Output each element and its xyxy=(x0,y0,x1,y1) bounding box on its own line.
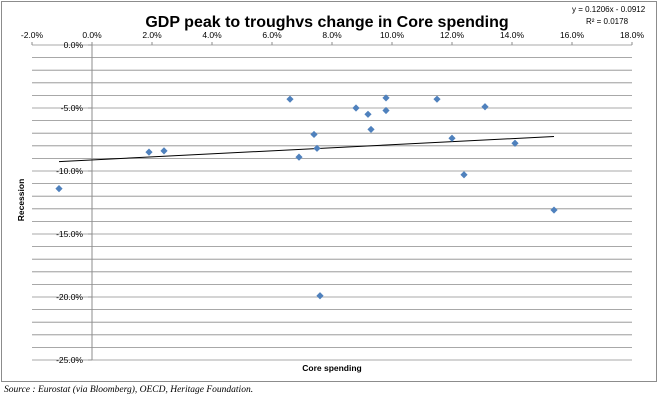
data-point xyxy=(295,153,303,161)
x-tick-label: 0.0% xyxy=(82,30,102,40)
x-tick-label: 12.0% xyxy=(440,30,465,40)
data-point xyxy=(382,106,390,115)
x-tick-label: 2.0% xyxy=(142,30,162,40)
x-tick-label: 16.0% xyxy=(560,30,585,40)
x-tick-label: 4.0% xyxy=(202,30,222,40)
x-tick-label: 6.0% xyxy=(262,30,282,40)
x-tick-label: 14.0% xyxy=(500,30,525,40)
tick-labels: -2.0% 0.0% 2.0% 4.0% 6.0% 8.0% 10.0% 12.0% 14.0%… xyxy=(21,30,645,365)
chart-title: GDP peak to troughvs change in Core spen… xyxy=(145,14,508,31)
y-tick-label: -20.0% xyxy=(56,292,83,302)
data-point xyxy=(55,185,63,193)
data-point xyxy=(382,94,390,102)
y-tick-label: -5.0% xyxy=(61,103,84,113)
data-point xyxy=(460,171,468,179)
gridlines xyxy=(32,44,632,361)
data-point xyxy=(364,110,372,118)
scatter-chart: GDP peak to troughvs change in Core spen… xyxy=(16,5,646,373)
data-point xyxy=(511,139,519,147)
source-note: Source : Eurostat (via Bloomberg), OECD,… xyxy=(4,385,254,395)
y-tick-label: -25.0% xyxy=(56,355,83,365)
data-point xyxy=(310,130,318,139)
data-point xyxy=(160,147,168,155)
trendline-layer xyxy=(58,136,555,163)
y-tick-label: 0.0% xyxy=(64,40,84,50)
trendline-r-squared: R² = 0.0178 xyxy=(586,17,629,26)
trendline-equation: y = 0.1206x - 0.0912 xyxy=(572,5,646,14)
data-point xyxy=(352,104,360,112)
x-axis-title: Core spending xyxy=(302,363,362,373)
trendline xyxy=(58,136,555,163)
data-point xyxy=(145,148,153,156)
data-point xyxy=(550,206,558,214)
y-tick-label: -15.0% xyxy=(56,229,83,239)
x-tick-label: 10.0% xyxy=(380,30,405,40)
chart-frame: GDP peak to troughvs change in Core spen… xyxy=(1,1,657,382)
y-axis-title: Recession xyxy=(16,179,26,222)
y-tick-label: -10.0% xyxy=(56,166,83,176)
x-tick-label: -2.0% xyxy=(21,30,44,40)
data-point xyxy=(481,103,489,111)
data-point xyxy=(448,134,456,142)
data-point xyxy=(313,144,321,152)
x-tick-label: 8.0% xyxy=(322,30,342,40)
data-points xyxy=(55,94,558,300)
data-point xyxy=(433,95,441,103)
data-point xyxy=(367,125,375,134)
data-point xyxy=(286,95,294,103)
axes xyxy=(31,42,633,361)
data-point xyxy=(316,292,324,300)
x-tick-label: 18.0% xyxy=(620,30,645,40)
